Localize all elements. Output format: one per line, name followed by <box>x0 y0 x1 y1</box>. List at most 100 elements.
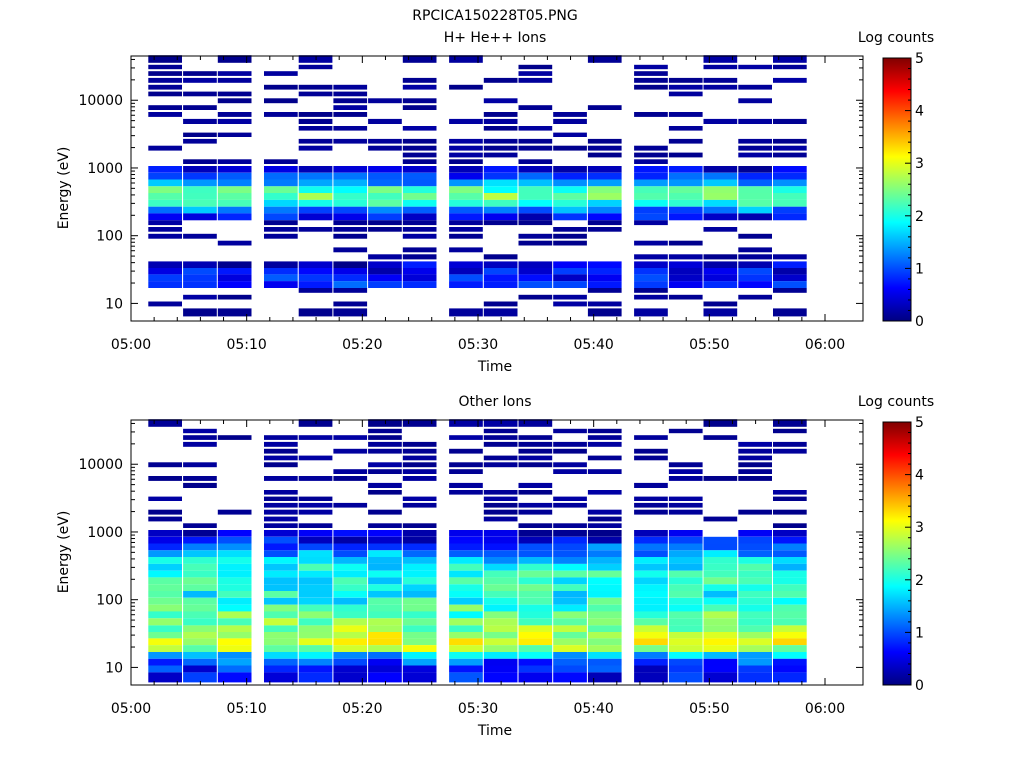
heatmap-cell <box>483 516 518 522</box>
heatmap-cell <box>518 159 553 164</box>
heatmap-cell <box>518 186 553 193</box>
heatmap-cell <box>264 490 298 495</box>
heatmap-cell <box>264 584 298 592</box>
heatmap-cell <box>449 632 483 639</box>
heatmap-cell <box>368 166 402 173</box>
heatmap-cell <box>587 199 622 207</box>
heatmap-cell <box>738 591 772 598</box>
heatmap-cell <box>553 227 587 232</box>
heatmap-cell <box>449 213 483 221</box>
x-tick-label: 05:40 <box>573 701 613 717</box>
heatmap-cell <box>264 274 298 282</box>
heatmap-cell <box>402 233 437 239</box>
heatmap-cell <box>217 597 252 605</box>
x-tick-label: 05:50 <box>689 701 729 717</box>
heatmap-cell <box>402 213 437 221</box>
heatmap-cell <box>483 98 518 104</box>
heatmap-cell <box>738 563 772 571</box>
heatmap-cell <box>518 220 553 226</box>
heatmap-cell <box>333 632 368 639</box>
heatmap-cell <box>773 206 807 214</box>
heatmap-cell <box>264 172 298 180</box>
heatmap-cell <box>587 652 622 659</box>
heatmap-cell <box>773 213 807 221</box>
heatmap-cell <box>483 261 518 268</box>
heatmap-cell <box>587 658 622 666</box>
heatmap-cell <box>773 645 807 652</box>
heatmap-cell <box>449 672 483 683</box>
heatmap-cell <box>402 274 437 282</box>
heatmap-cell <box>773 288 807 293</box>
heatmap-cell <box>634 186 668 193</box>
heatmap-cell <box>449 186 483 193</box>
y-axis-label: Energy (eV) <box>56 511 72 594</box>
heatmap-cell <box>148 536 182 544</box>
heatmap-cell <box>449 469 483 474</box>
heatmap-cell <box>587 516 622 522</box>
heatmap-cell <box>587 288 622 293</box>
heatmap-cell <box>738 604 772 612</box>
heatmap-cell <box>773 577 807 585</box>
heatmap-cell <box>587 672 622 683</box>
heatmap-cell <box>217 77 252 83</box>
heatmap-cell <box>553 672 587 683</box>
heatmap-cell <box>402 220 437 226</box>
heatmap-cell <box>298 584 333 592</box>
heatmap-cell <box>773 530 807 537</box>
heatmap-cell <box>634 611 668 619</box>
y-tick-label: 10000 <box>78 457 123 473</box>
heatmap-cell <box>402 611 437 619</box>
heatmap-cell <box>183 550 217 557</box>
heatmap-cell <box>634 672 668 683</box>
heatmap-cell <box>668 672 703 683</box>
heatmap-cell <box>402 268 437 275</box>
heatmap-cell <box>148 665 182 673</box>
heatmap-cell <box>703 435 738 440</box>
heatmap-cell <box>298 193 333 200</box>
heatmap-cell <box>217 543 252 551</box>
heatmap-cell <box>368 658 402 666</box>
heatmap-cell <box>587 274 622 282</box>
heatmap-cell <box>773 672 807 683</box>
heatmap-cell <box>402 206 437 214</box>
heatmap-cell <box>587 441 622 447</box>
colorbar-label: Log counts <box>858 394 934 410</box>
x-axis-label: Time <box>477 723 512 739</box>
heatmap-cell <box>298 84 333 90</box>
heatmap-cell <box>148 55 182 63</box>
heatmap-cell <box>368 186 402 193</box>
heatmap-cell <box>773 652 807 659</box>
heatmap-cell <box>483 441 518 447</box>
heatmap-cell <box>217 563 252 571</box>
heatmap-cell <box>217 584 252 592</box>
heatmap-cell <box>183 632 217 639</box>
heatmap-cell <box>483 220 518 226</box>
heatmap-cell <box>634 652 668 659</box>
heatmap-cell <box>183 482 217 488</box>
heatmap-cell <box>553 502 587 508</box>
heatmap-cell <box>668 577 703 585</box>
heatmap-cell <box>668 281 703 288</box>
heatmap-cell <box>298 274 333 282</box>
heatmap-cell <box>773 64 807 70</box>
heatmap-cell <box>668 186 703 193</box>
heatmap-cell <box>368 199 402 207</box>
heatmap-cell <box>368 632 402 639</box>
heatmap-cell <box>333 476 368 481</box>
heatmap-cell <box>668 632 703 639</box>
heatmap-cell <box>449 118 483 124</box>
heatmap-cell <box>668 625 703 632</box>
x-tick-label: 05:20 <box>342 337 382 353</box>
heatmap-cell <box>587 536 622 544</box>
heatmap-cell <box>773 597 807 605</box>
heatmap-cell <box>553 665 587 673</box>
heatmap-cell <box>668 611 703 619</box>
heatmap-cell <box>217 274 252 282</box>
heatmap-cell <box>217 186 252 193</box>
heatmap-cell <box>738 625 772 632</box>
heatmap-cell <box>183 159 217 164</box>
heatmap-cell <box>333 604 368 612</box>
heatmap-cell <box>773 118 807 124</box>
heatmap-cell <box>518 206 553 214</box>
heatmap-cell <box>148 145 182 151</box>
